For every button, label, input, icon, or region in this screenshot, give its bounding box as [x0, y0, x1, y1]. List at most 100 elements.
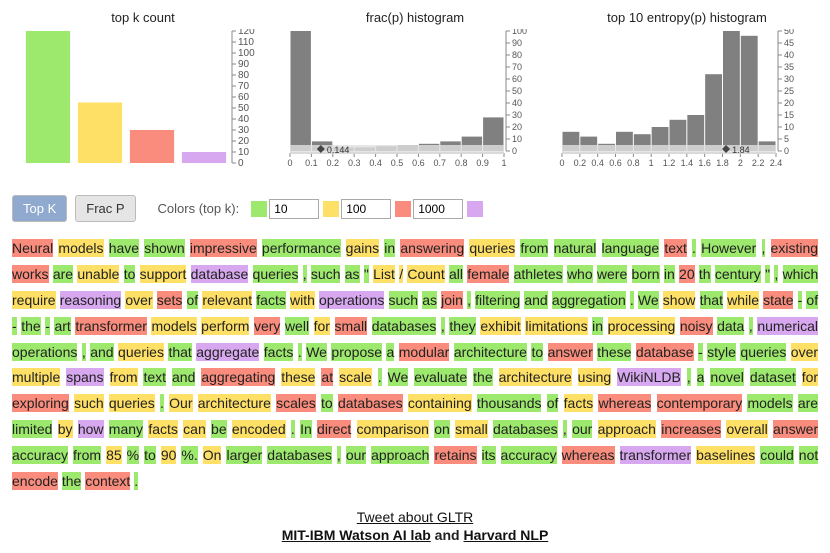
token: containing	[408, 394, 472, 412]
svg-text:30: 30	[238, 125, 250, 136]
token: in	[384, 239, 395, 257]
svg-text:0.6: 0.6	[412, 158, 425, 168]
tweet-link[interactable]: Tweet about GLTR	[357, 509, 473, 525]
token: architecture	[454, 343, 527, 361]
token: for	[314, 317, 330, 335]
token: which	[783, 265, 819, 283]
chart-fracp-title: frac(p) histogram	[366, 10, 464, 25]
token: approach	[371, 446, 429, 464]
token: art	[54, 317, 70, 335]
svg-text:0.8: 0.8	[627, 158, 640, 168]
token: small	[455, 420, 488, 438]
token: natural	[554, 239, 597, 257]
token: such	[311, 265, 341, 283]
chart-fracp-svg: 010203040506070809010000.10.20.30.40.50.…	[284, 29, 546, 179]
button-fracp[interactable]: Frac P	[75, 195, 135, 222]
token: -	[45, 317, 50, 335]
token: filtering	[475, 291, 520, 309]
token: performance	[262, 239, 341, 257]
lab2-link[interactable]: Harvard NLP	[463, 527, 548, 543]
colors-label: Colors (top k):	[158, 201, 240, 216]
lab1-link[interactable]: MIT-IBM Watson AI lab	[282, 527, 431, 543]
token: database	[191, 265, 249, 283]
token: whereas	[598, 394, 651, 412]
svg-text:2.4: 2.4	[770, 158, 783, 168]
svg-text:70: 70	[238, 81, 250, 92]
token: encode	[12, 472, 58, 490]
token: context	[85, 472, 130, 490]
token: dataset	[750, 368, 796, 386]
token: %	[127, 446, 139, 464]
token: ,	[467, 291, 471, 309]
svg-text:70: 70	[512, 62, 522, 72]
token: databases	[372, 317, 437, 335]
svg-text:2.2: 2.2	[752, 158, 765, 168]
token: are	[53, 265, 73, 283]
token: shown	[144, 239, 184, 257]
svg-text:90: 90	[238, 59, 250, 70]
controls-row: Top K Frac P Colors (top k):	[12, 195, 818, 222]
svg-text:0.4: 0.4	[591, 158, 604, 168]
color-swatch-1	[323, 201, 339, 217]
token: architecture	[198, 394, 271, 412]
svg-text:50: 50	[238, 103, 250, 114]
token: processing	[608, 317, 676, 335]
token: evaluate	[414, 368, 467, 386]
token: Neural	[12, 239, 53, 257]
svg-text:0: 0	[287, 158, 292, 168]
token: Count	[407, 265, 444, 283]
svg-text:0.5: 0.5	[391, 158, 404, 168]
token: join	[441, 291, 463, 309]
token: databases	[493, 420, 558, 438]
svg-text:0.2: 0.2	[574, 158, 587, 168]
token: have	[109, 239, 139, 257]
token: answering	[400, 239, 464, 257]
token: modular	[399, 343, 450, 361]
token: over	[791, 343, 818, 361]
token: .	[160, 394, 164, 412]
token: the	[62, 472, 81, 490]
token: limited	[12, 420, 52, 438]
token: who	[567, 265, 593, 283]
token: require	[12, 291, 56, 309]
svg-text:0.1: 0.1	[305, 158, 318, 168]
token: 90	[161, 446, 177, 464]
token: in	[592, 317, 603, 335]
token: Our	[169, 394, 192, 412]
token: encoded	[232, 420, 286, 438]
token: ,	[774, 265, 778, 283]
chart-topk-svg: 0102030405060708090100110120	[12, 29, 274, 169]
svg-text:90: 90	[512, 38, 522, 48]
svg-text:0: 0	[559, 158, 564, 168]
token: %.	[181, 446, 197, 464]
svg-text:110: 110	[238, 37, 254, 48]
token: ,	[82, 343, 86, 361]
token: databases	[338, 394, 403, 412]
token: and	[524, 291, 547, 309]
token: whereas	[562, 446, 615, 464]
svg-text:2: 2	[738, 158, 743, 168]
threshold-input-1[interactable]	[341, 199, 391, 219]
button-topk[interactable]: Top K	[12, 195, 67, 222]
token: of	[187, 291, 199, 309]
token: to	[144, 446, 156, 464]
token: scales	[276, 394, 316, 412]
token: and	[172, 368, 195, 386]
token: -	[698, 343, 703, 361]
token: In	[300, 420, 312, 438]
threshold-input-0[interactable]	[269, 199, 319, 219]
token: impressive	[190, 239, 257, 257]
svg-text:1.4: 1.4	[681, 158, 694, 168]
token: for	[802, 368, 818, 386]
token: its	[482, 446, 496, 464]
token: born	[632, 265, 660, 283]
token: answer	[548, 343, 593, 361]
token: at	[321, 368, 333, 386]
token: that	[700, 291, 723, 309]
chart-topk-title: top k count	[111, 10, 175, 25]
svg-text:50: 50	[512, 86, 522, 96]
token: However	[701, 239, 756, 257]
token: such	[389, 291, 419, 309]
threshold-input-2[interactable]	[413, 199, 463, 219]
token: 85	[106, 446, 122, 464]
